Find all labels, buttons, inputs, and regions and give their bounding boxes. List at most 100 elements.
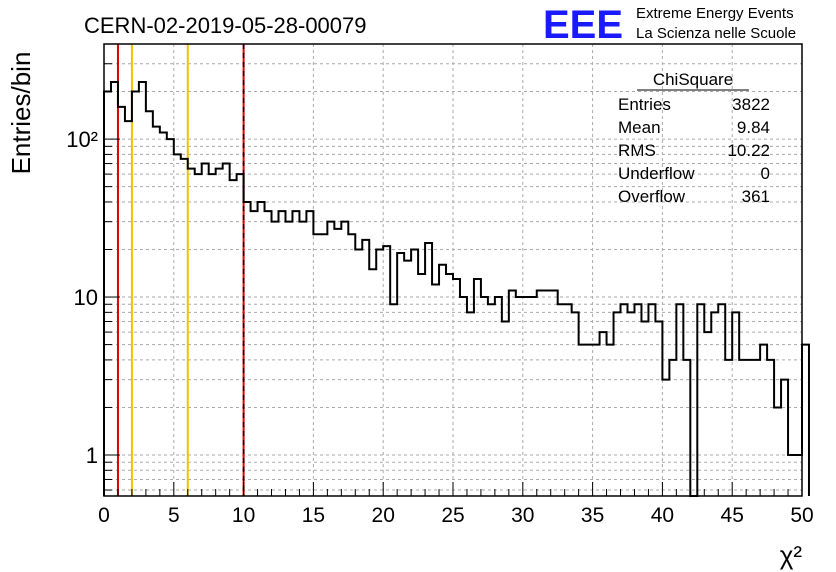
histogram-bin — [662, 380, 669, 496]
histogram-bin — [467, 312, 474, 496]
histogram-bin — [669, 360, 676, 496]
histogram-bin — [488, 304, 495, 496]
x-tick-label: 20 — [372, 504, 395, 527]
histogram-bin — [230, 180, 237, 496]
histogram-bin — [355, 249, 362, 496]
eee-logo-line2: La Scienza nelle Scuole — [636, 25, 796, 42]
grid-lines — [104, 43, 802, 496]
histogram-bin — [648, 304, 655, 496]
eee-logo-line1: Extreme Energy Events — [636, 5, 794, 22]
histogram-bin — [418, 274, 425, 496]
histogram-bin — [565, 304, 572, 496]
stats-rms-value: 10.22 — [727, 141, 770, 160]
histogram-bin — [258, 202, 265, 496]
histogram-bin — [397, 253, 404, 496]
histogram-bin — [774, 407, 781, 496]
histogram-bin — [383, 246, 390, 496]
histogram-bin — [523, 297, 530, 496]
histogram-bin — [279, 211, 286, 496]
stats-underflow-label: Underflow — [618, 164, 695, 183]
eee-logo-mark: EEE — [543, 3, 623, 47]
histogram-bin — [411, 249, 418, 496]
histogram-bin — [628, 312, 635, 496]
histogram-bin — [753, 360, 760, 496]
histogram-bin — [195, 174, 202, 496]
histogram-bin — [634, 304, 641, 496]
histogram-bin — [132, 92, 139, 496]
histogram-bin — [327, 222, 334, 496]
histogram-bin — [167, 139, 174, 496]
histogram-bin — [516, 297, 523, 496]
histogram-bin — [495, 297, 502, 496]
histogram-bin — [209, 174, 216, 496]
page-title: CERN-02-2019-05-28-00079 — [84, 13, 367, 38]
histogram-bin — [306, 211, 313, 496]
histogram-bin — [767, 360, 774, 496]
histogram-bin — [530, 297, 537, 496]
x-tick-label: 50 — [790, 504, 813, 527]
histogram-bin — [593, 345, 600, 496]
tick-labels: 0 5 10 15 20 25 30 35 40 45 50 1 10 10² — [66, 127, 813, 527]
histogram-bin — [600, 332, 607, 496]
histogram-bin — [292, 211, 299, 496]
stats-box: ChiSquare Entries 3822 Mean 9.84 RMS 10.… — [618, 70, 770, 206]
histogram-bin — [244, 202, 251, 496]
histogram-bin — [481, 297, 488, 496]
histogram-bin — [509, 291, 516, 496]
stats-entries-label: Entries — [618, 95, 671, 114]
stats-underflow-value: 0 — [761, 164, 770, 183]
histogram-bin — [390, 304, 397, 496]
histogram-bin — [265, 211, 272, 496]
histogram-bin — [802, 345, 809, 496]
histogram-bin — [795, 455, 802, 496]
histogram-bin — [641, 322, 648, 496]
x-tick-label: 0 — [98, 504, 110, 527]
histogram-bin — [153, 127, 160, 496]
histogram-bin — [216, 169, 223, 496]
reference-lines — [116, 44, 245, 496]
x-tick-label: 35 — [581, 504, 604, 527]
x-tick-label: 30 — [511, 504, 534, 527]
stats-entries-value: 3822 — [732, 95, 770, 114]
eee-logo: EEE Extreme Energy Events La Scienza nel… — [543, 3, 796, 47]
x-tick-label: 10 — [232, 504, 255, 527]
histogram-bin — [439, 265, 446, 496]
x-tick-label: 25 — [441, 504, 464, 527]
histogram-bin — [313, 234, 320, 496]
histogram-bin — [586, 345, 593, 496]
y-tick-label: 1 — [86, 443, 98, 468]
histogram-bin — [474, 279, 481, 496]
y-axis-label: Entries/bin — [6, 52, 36, 175]
histogram-bin — [425, 243, 432, 496]
histogram-bin — [697, 304, 704, 496]
histogram-bin — [188, 169, 195, 496]
histogram-bin — [432, 285, 439, 496]
x-tick-label: 45 — [721, 504, 744, 527]
histogram-bin — [579, 345, 586, 496]
histogram-bin — [739, 360, 746, 496]
histogram-bin — [369, 269, 376, 496]
histogram-bin — [502, 322, 509, 496]
x-tick-label: 5 — [168, 504, 180, 527]
histogram-bin — [537, 291, 544, 496]
histogram-bin — [704, 332, 711, 496]
histogram-bin — [607, 345, 614, 496]
histogram-bin — [551, 291, 558, 496]
stats-overflow-label: Overflow — [618, 187, 686, 206]
histogram-outline — [103, 80, 810, 497]
histogram-bin — [299, 222, 306, 496]
histogram-bin — [788, 455, 795, 496]
histogram-bin — [251, 211, 258, 496]
stats-mean-value: 9.84 — [737, 118, 770, 137]
histogram-bin — [621, 304, 628, 496]
histogram-bin — [544, 291, 551, 496]
histogram-bin — [760, 345, 767, 496]
histogram-bin — [341, 222, 348, 496]
histogram-bin — [125, 121, 132, 496]
histogram-bin — [718, 304, 725, 496]
histogram-bin — [320, 234, 327, 496]
histogram-bin — [683, 360, 690, 496]
histogram-bin — [558, 304, 565, 496]
histogram-bin — [174, 154, 181, 496]
histogram-bin — [746, 360, 753, 496]
